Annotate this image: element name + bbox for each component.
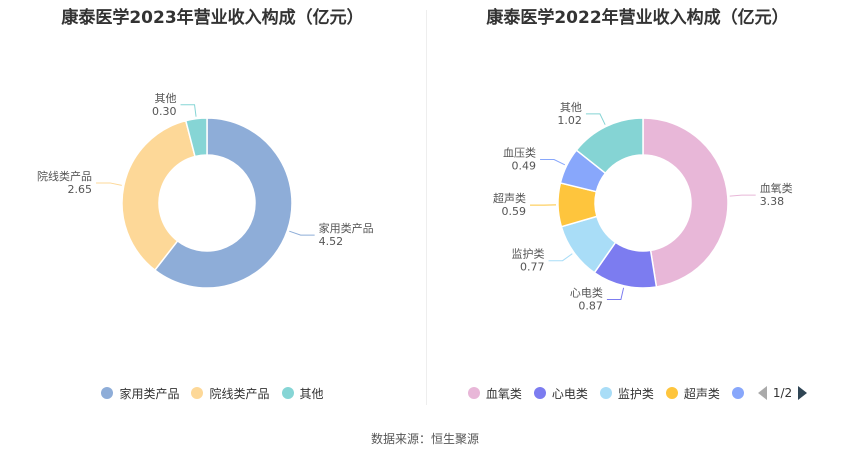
slice-label-1-4: 血压类 <box>503 146 536 160</box>
slice-value-1-1: 0.87 <box>578 300 603 313</box>
chevron-left-icon[interactable] <box>757 386 767 400</box>
leader-line-0-0 <box>289 230 315 236</box>
chart-2022-panel: 康泰医学2022年营业收入构成（亿元） 血氧类 3.38 心电类 0.87 监护类 0.7… <box>425 0 850 410</box>
slice-1-5[interactable] <box>575 117 644 175</box>
chevron-right-icon[interactable] <box>798 386 808 400</box>
legend-label-0-0: 家用类产品 <box>119 386 180 401</box>
legend-label-1-1: 心电类 <box>551 386 588 401</box>
slice-value-0-1: 2.65 <box>68 183 93 196</box>
chart-2023-legend: 家用类产品 院线类产品 其他 <box>0 382 425 404</box>
slice-0-0[interactable] <box>153 117 293 289</box>
legend-dot-0-1 <box>191 387 204 399</box>
leader-line-0-1 <box>96 182 122 186</box>
legend-dot-1-1 <box>533 387 546 399</box>
leader-line-0-2 <box>180 104 197 117</box>
slice-value-0-0: 4.52 <box>319 235 344 248</box>
leader-line-1-0 <box>729 194 756 197</box>
legend-item-0-2[interactable]: 其他 <box>281 385 324 402</box>
leader-line-1-4 <box>540 159 566 166</box>
legend-dot-0-2 <box>281 387 294 399</box>
leader-line-1-2 <box>548 253 573 262</box>
leader-line-1-1 <box>606 287 625 301</box>
legend-pager: 1/2 <box>757 386 808 400</box>
legend-label-1-0: 血氧类 <box>485 386 522 401</box>
slice-label-1-3: 超声类 <box>493 191 526 205</box>
slice-value-1-5: 1.02 <box>557 114 582 127</box>
slice-0-2[interactable] <box>184 117 208 158</box>
legend-label-1-3: 超声类 <box>683 386 720 401</box>
slice-value-1-3: 0.59 <box>502 205 527 218</box>
data-source: 数据来源：恒生聚源 <box>370 432 479 446</box>
slice-label-0-2: 其他 <box>155 92 177 105</box>
legend-item-0-0[interactable]: 家用类产品 <box>101 385 179 402</box>
legend-item-0-1[interactable]: 院线类产品 <box>191 385 270 402</box>
slice-value-1-2: 0.77 <box>520 261 545 274</box>
legend-item-1-1[interactable]: 心电类 <box>533 385 588 402</box>
slice-label-1-0: 血氧类 <box>760 181 793 195</box>
slice-value-1-0: 3.38 <box>760 195 785 208</box>
legend-label-0-2: 其他 <box>299 386 324 401</box>
slice-label-0-1: 院线类产品 <box>37 169 92 183</box>
chart-2022-legend: 血氧类 心电类 监护类 超声类 1/2 <box>425 382 850 404</box>
slice-1-0[interactable] <box>642 117 729 288</box>
leader-line-1-5 <box>585 113 606 125</box>
legend-page-indicator: 1/2 <box>772 386 793 400</box>
legend-item-1-3[interactable]: 超声类 <box>665 385 720 402</box>
slice-label-1-5: 其他 <box>560 101 582 114</box>
chart-2023-panel: 康泰医学2023年营业收入构成（亿元） 家用类产品 4.52 院线类产品 2.65 其他… <box>0 0 425 410</box>
chart-2023-title: 康泰医学2023年营业收入构成（亿元） <box>61 8 364 28</box>
slice-value-1-4: 0.49 <box>512 160 537 173</box>
slice-label-1-2: 监护类 <box>512 247 545 261</box>
legend-dot-1-0 <box>467 387 480 399</box>
chart-2022-title: 康泰医学2022年营业收入构成（亿元） <box>486 8 789 28</box>
panel-divider <box>426 10 427 405</box>
slice-label-1-1: 心电类 <box>570 286 603 300</box>
legend-item-1-0[interactable]: 血氧类 <box>467 385 522 402</box>
slice-label-0-0: 家用类产品 <box>319 221 374 235</box>
legend-dot-0-0 <box>101 387 114 399</box>
legend-label-0-1: 院线类产品 <box>209 386 270 401</box>
slice-value-0-2: 0.30 <box>152 105 177 118</box>
slice-0-1[interactable] <box>121 119 196 272</box>
legend-label-1-2: 监护类 <box>617 386 654 401</box>
legend-item-1-2[interactable]: 监护类 <box>599 385 654 402</box>
legend-dot-overflow <box>731 387 744 399</box>
legend-dot-1-2 <box>599 387 612 399</box>
legend-dot-1-3 <box>665 387 678 399</box>
